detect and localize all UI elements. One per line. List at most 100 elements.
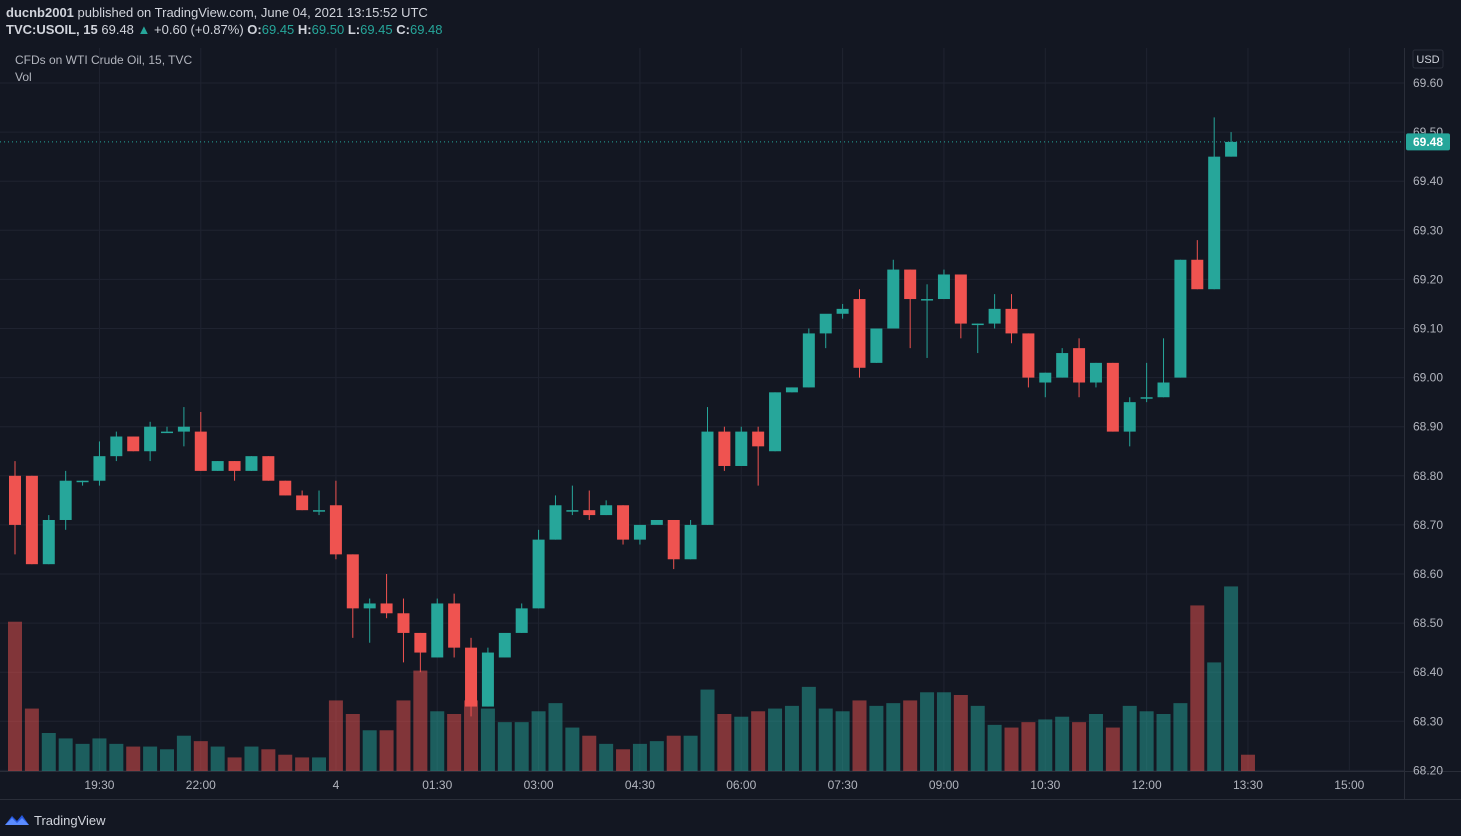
volume-bar [582,735,597,771]
price-tick-label: 69.00 [1413,371,1443,385]
volume-bar [227,757,242,771]
volume-bar [345,714,360,771]
candle-body [329,505,342,555]
candle-body [617,505,630,540]
volume-bar [379,730,394,771]
instrument-title[interactable]: CFDs on WTI Crude Oil, 15, TVC [15,53,193,67]
volume-bar [328,700,343,771]
candle-body [937,274,950,300]
volume-bar [548,703,563,771]
published-text: published on TradingView.com, June 04, 2… [77,5,428,20]
time-axis[interactable]: 19:30 22:00 4 01:30 03:00 04:30 06:00 07:30 09:0… [84,778,1364,792]
candle-body [853,299,866,368]
volume-bar [886,703,901,771]
candle-body [144,426,157,452]
price-tick-label: 69.30 [1413,223,1443,237]
high-label: H: [297,22,312,37]
volume-bar [953,695,968,771]
candle-body [110,436,123,457]
candle-body [752,431,765,447]
time-tick-label: 10:30 [1030,778,1060,792]
volume-bar [193,741,208,771]
candle-body [380,603,393,614]
candle-body [904,269,917,300]
volume-bar [903,700,918,771]
candle-body [363,603,376,609]
publisher-name[interactable]: ducnb2001 [6,5,74,20]
candle-body [1106,362,1119,432]
candle-body [1191,259,1204,290]
last-price-value: 69.48 [1413,135,1443,149]
volume-bar [801,686,816,771]
volume-bar [784,705,799,771]
candle-body [127,436,140,452]
tradingview-logo-icon [5,815,29,825]
volume-bar [464,700,479,771]
last-value: 69.48 [101,22,134,37]
candle-body [194,431,207,471]
candle-body [245,456,258,471]
candle-body [465,647,478,707]
candle-body [1005,308,1018,334]
price-tick-label: 68.30 [1413,714,1443,728]
time-tick-label: 12:00 [1132,778,1162,792]
volume-bar [413,670,428,771]
candle-body [1022,333,1035,378]
candle-body [481,652,494,707]
volume-bar [751,711,766,771]
volume-bar [987,724,1002,771]
publish-header: ducnb2001 published on TradingView.com, … [6,4,443,38]
candle-body [211,461,224,471]
volume-bar [1207,662,1222,771]
time-tick-label: 15:00 [1334,778,1364,792]
volume-bar [1072,722,1087,771]
volume-bar [109,743,124,771]
low-value: 69.45 [360,22,393,37]
volume-bar [261,749,276,771]
symbol-label[interactable]: TVC:USOIL, 15 [6,22,98,37]
volume-bar [447,714,462,771]
volume-legend[interactable]: Vol [15,70,32,84]
volume-bar [514,722,529,771]
price-tick-label: 69.10 [1413,322,1443,336]
volume-bar [143,746,158,771]
volume-bar [649,741,664,771]
candle-body [583,510,596,516]
candle-body [498,632,511,658]
low-label: L: [347,22,361,37]
candle-body [566,510,579,512]
volume-bar [1240,754,1255,771]
currency-badge[interactable]: USD [1412,49,1444,69]
candle-body [279,480,292,496]
volume-bar [312,757,327,771]
tradingview-footer[interactable]: TradingView [4,812,106,828]
volume-bar [126,746,141,771]
chart-legend: CFDs on WTI Crude Oil, 15, TVC Vol [15,52,192,86]
volume-bar [666,735,681,771]
candle-body [1089,362,1102,383]
candle-body [701,431,714,525]
volume-bar [278,754,293,771]
volume-bar [41,733,56,771]
candle-body [633,524,646,540]
volume-bar [210,746,225,771]
currency-label: USD [1416,54,1439,66]
time-tick-label: 07:30 [828,778,858,792]
close-label: C: [396,22,410,37]
time-tick-label: 19:30 [84,778,114,792]
volume-bar [244,746,259,771]
candle-body [785,387,798,393]
price-axis[interactable]: 69.6069.5069.4069.3069.2069.1069.0068.90… [1413,76,1443,777]
volume-bar [835,711,850,771]
volume-bar [480,708,495,771]
volume-bar [717,714,732,771]
candle-body [1208,156,1221,290]
candle-body [76,480,89,483]
volume-bar [1173,703,1188,771]
candle-body [59,480,72,520]
volume-bar [1038,719,1053,771]
volume-bar [1156,714,1171,771]
candle-body [1073,348,1086,383]
volume-bar [869,705,884,771]
